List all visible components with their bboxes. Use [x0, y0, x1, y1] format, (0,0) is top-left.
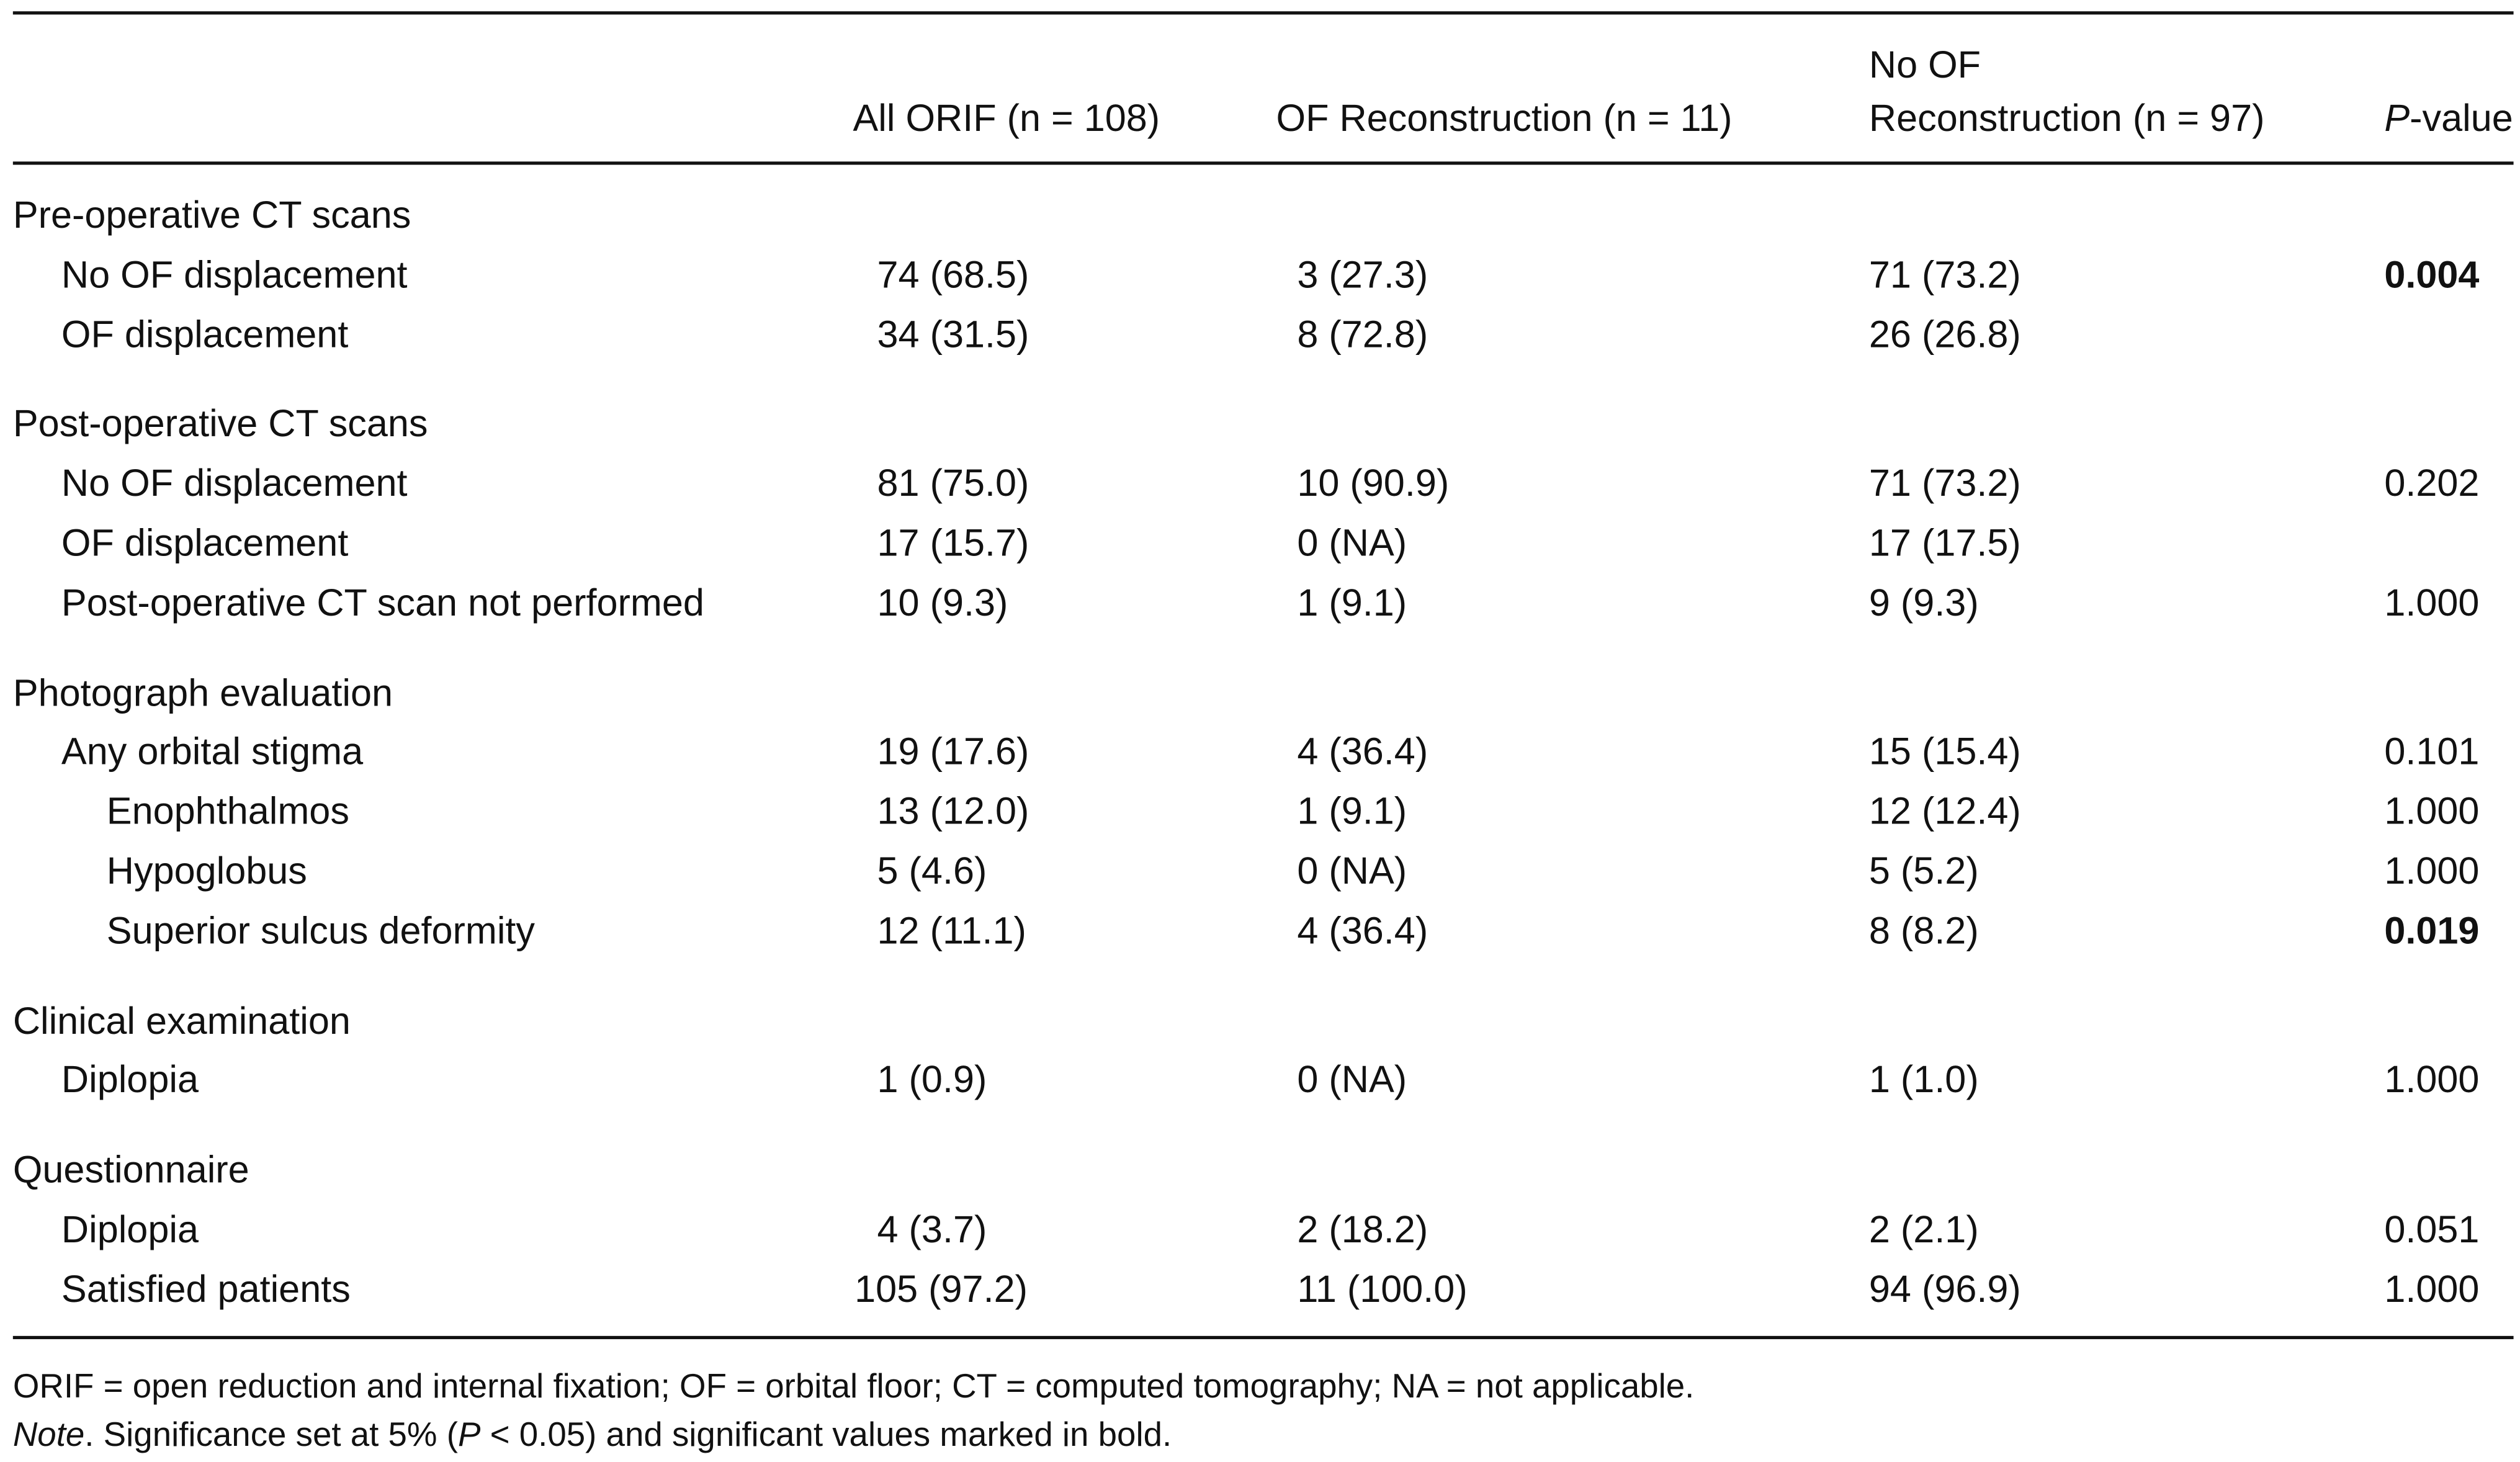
row-label: Post-operative CT scan not performed — [61, 581, 704, 624]
cell-no-of-reconstruction: 8 (8.2) — [1868, 909, 1979, 951]
header-of-reconstruction: OF Reconstruction (n = 11) — [1276, 97, 1733, 139]
section-heading: Clinical examination — [12, 999, 351, 1042]
row-label: Satisfied patients — [61, 1267, 351, 1310]
cell-all-orif: 12 (11.1) — [877, 909, 1026, 951]
cell-all-orif: 105 (97.2) — [854, 1267, 1028, 1310]
header-col3-line1: No OF — [1868, 43, 1981, 86]
cell-all-orif: 19 (17.6) — [877, 730, 1029, 773]
note-label: Note — [12, 1417, 85, 1454]
section-heading: Photograph evaluation — [12, 671, 393, 714]
cell-all-orif: 4 (3.7) — [877, 1208, 987, 1250]
cell-of-reconstruction: 4 (36.4) — [1297, 730, 1428, 773]
cell-p-value: 0.004 — [2384, 253, 2480, 295]
row-label: Enophthalmos — [106, 790, 349, 833]
row-label: No OF displacement — [61, 462, 408, 505]
cell-p-value: 1.000 — [2384, 790, 2480, 833]
note-p: P — [457, 1417, 481, 1454]
cell-all-orif: 5 (4.6) — [877, 850, 987, 892]
cell-no-of-reconstruction: 2 (2.1) — [1868, 1208, 1979, 1250]
footnote-abbreviations: ORIF = open reduction and internal fixat… — [12, 1368, 1695, 1406]
cell-no-of-reconstruction: 5 (5.2) — [1868, 850, 1979, 892]
bottom-rule — [12, 1335, 2514, 1340]
cell-all-orif: 81 (75.0) — [877, 462, 1029, 505]
cell-all-orif: 10 (9.3) — [877, 581, 1008, 624]
row-label: OF displacement — [61, 521, 349, 564]
section-heading: Questionnaire — [12, 1149, 249, 1191]
section-heading: Post-operative CT scans — [12, 403, 428, 445]
header-no-of-reconstruction: Reconstruction (n = 97) — [1868, 97, 2265, 139]
cell-p-value: 1.000 — [2384, 1059, 2480, 1101]
cell-p-value: 0.019 — [2384, 909, 2480, 951]
cell-no-of-reconstruction: 17 (17.5) — [1868, 521, 2021, 564]
cell-of-reconstruction: 3 (27.3) — [1297, 253, 1428, 295]
header-p-value: P-value — [2384, 96, 2513, 141]
cell-no-of-reconstruction: 9 (9.3) — [1868, 581, 1979, 624]
header-rule — [12, 161, 2514, 165]
cell-no-of-reconstruction: 12 (12.4) — [1868, 790, 2021, 833]
footnote-note: Note. Significance set at 5% (P < 0.05) … — [13, 1414, 1172, 1459]
cell-p-value: 0.101 — [2384, 730, 2480, 773]
row-label: Any orbital stigma — [61, 730, 364, 773]
cell-all-orif: 34 (31.5) — [877, 312, 1029, 355]
cell-of-reconstruction: 1 (9.1) — [1297, 581, 1407, 624]
cell-p-value: 1.000 — [2384, 850, 2480, 892]
section-heading: Pre-operative CT scans — [12, 194, 411, 236]
cell-no-of-reconstruction: 1 (1.0) — [1868, 1059, 1979, 1101]
cell-p-value: 1.000 — [2384, 1267, 2480, 1310]
note-text: . Significance set at 5% ( — [84, 1417, 458, 1454]
cell-no-of-reconstruction: 26 (26.8) — [1868, 312, 2021, 355]
cell-of-reconstruction: 11 (100.0) — [1297, 1267, 1468, 1310]
note-text2: < 0.05) and significant values marked in… — [480, 1417, 1172, 1454]
cell-all-orif: 1 (0.9) — [877, 1059, 987, 1101]
p-rest: -value — [2410, 97, 2513, 139]
p-italic: P — [2384, 97, 2410, 139]
cell-of-reconstruction: 1 (9.1) — [1297, 790, 1407, 833]
cell-p-value: 1.000 — [2384, 581, 2480, 624]
row-label: Superior sulcus deformity — [106, 909, 536, 951]
cell-no-of-reconstruction: 94 (96.9) — [1868, 1267, 2021, 1310]
cell-no-of-reconstruction: 71 (73.2) — [1868, 253, 2021, 295]
cell-of-reconstruction: 0 (NA) — [1297, 521, 1407, 564]
cell-of-reconstruction: 10 (90.9) — [1297, 462, 1450, 505]
cell-no-of-reconstruction: 15 (15.4) — [1868, 730, 2021, 773]
row-label: OF displacement — [61, 312, 349, 355]
row-label: Hypoglobus — [106, 850, 307, 892]
cell-all-orif: 74 (68.5) — [877, 253, 1029, 295]
top-rule — [12, 11, 2514, 15]
cell-all-orif: 13 (12.0) — [877, 790, 1029, 833]
cell-no-of-reconstruction: 71 (73.2) — [1868, 462, 2021, 505]
cell-all-orif: 17 (15.7) — [877, 521, 1029, 564]
cell-of-reconstruction: 0 (NA) — [1297, 850, 1407, 892]
cell-of-reconstruction: 4 (36.4) — [1297, 909, 1428, 951]
cell-p-value: 0.202 — [2384, 462, 2480, 505]
cell-p-value: 0.051 — [2384, 1208, 2480, 1250]
header-all-orif: All ORIF (n = 108) — [853, 97, 1160, 139]
row-label: Diplopia — [61, 1059, 199, 1101]
cell-of-reconstruction: 8 (72.8) — [1297, 312, 1428, 355]
cell-of-reconstruction: 2 (18.2) — [1297, 1208, 1428, 1250]
row-label: Diplopia — [61, 1208, 199, 1250]
row-label: No OF displacement — [61, 253, 408, 295]
cell-of-reconstruction: 0 (NA) — [1297, 1059, 1407, 1101]
